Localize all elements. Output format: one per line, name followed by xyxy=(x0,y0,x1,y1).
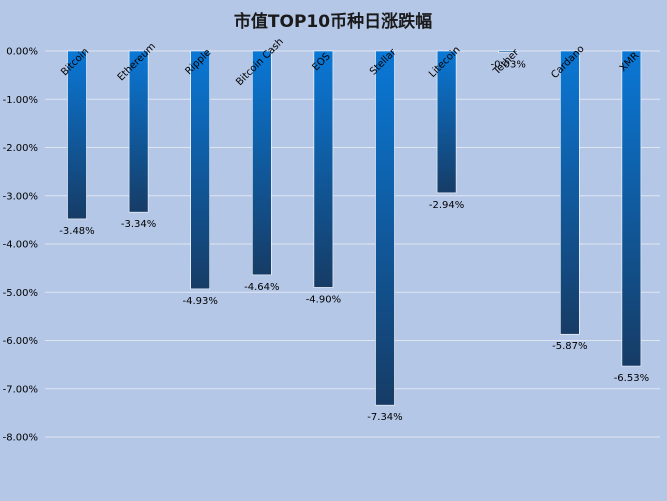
data-label: -3.34% xyxy=(121,219,156,230)
data-label: -3.48% xyxy=(59,226,94,237)
bar-bitcoin-cash xyxy=(252,50,272,276)
y-tick-label: -2.00% xyxy=(3,143,38,154)
bar-bitcoin xyxy=(67,50,87,220)
data-label: -4.64% xyxy=(244,282,279,293)
bar-cardano xyxy=(559,50,580,335)
data-label: -4.90% xyxy=(306,294,341,305)
bar-litecoin xyxy=(436,50,457,194)
data-labels: -3.48% -3.34% -4.93% -4.64% -4.90% -7.34% -2.9… xyxy=(59,59,649,423)
y-tick-label: -5.00% xyxy=(3,288,38,299)
data-label: -4.93% xyxy=(183,296,218,307)
bar-eos xyxy=(313,50,334,288)
data-label: -0.03% xyxy=(491,59,526,70)
bar-ripple xyxy=(190,50,210,290)
bar-stellar xyxy=(375,50,395,406)
y-tick-label: -3.00% xyxy=(3,191,38,202)
bar-xmr xyxy=(621,50,642,367)
bars xyxy=(67,50,642,406)
chart-title: 市值TOP10币种日涨跌幅 xyxy=(234,11,432,32)
y-tick-label: -7.00% xyxy=(3,384,38,395)
data-label: -2.94% xyxy=(429,200,464,211)
data-label: -5.87% xyxy=(552,341,587,352)
data-label: -7.34% xyxy=(367,412,402,423)
bar-tether xyxy=(498,50,519,53)
y-axis-ticks: 0.00% -1.00% -2.00% -3.00% -4.00% -5.00% -6.00… xyxy=(3,47,38,444)
data-label: -6.53% xyxy=(614,373,649,384)
y-tick-label: -6.00% xyxy=(3,336,38,347)
y-tick-label: -4.00% xyxy=(3,240,38,251)
y-tick-label: -8.00% xyxy=(3,433,38,444)
y-tick-label: 0.00% xyxy=(6,47,38,58)
y-tick-label: -1.00% xyxy=(3,95,38,106)
bar-ethereum xyxy=(128,50,149,213)
